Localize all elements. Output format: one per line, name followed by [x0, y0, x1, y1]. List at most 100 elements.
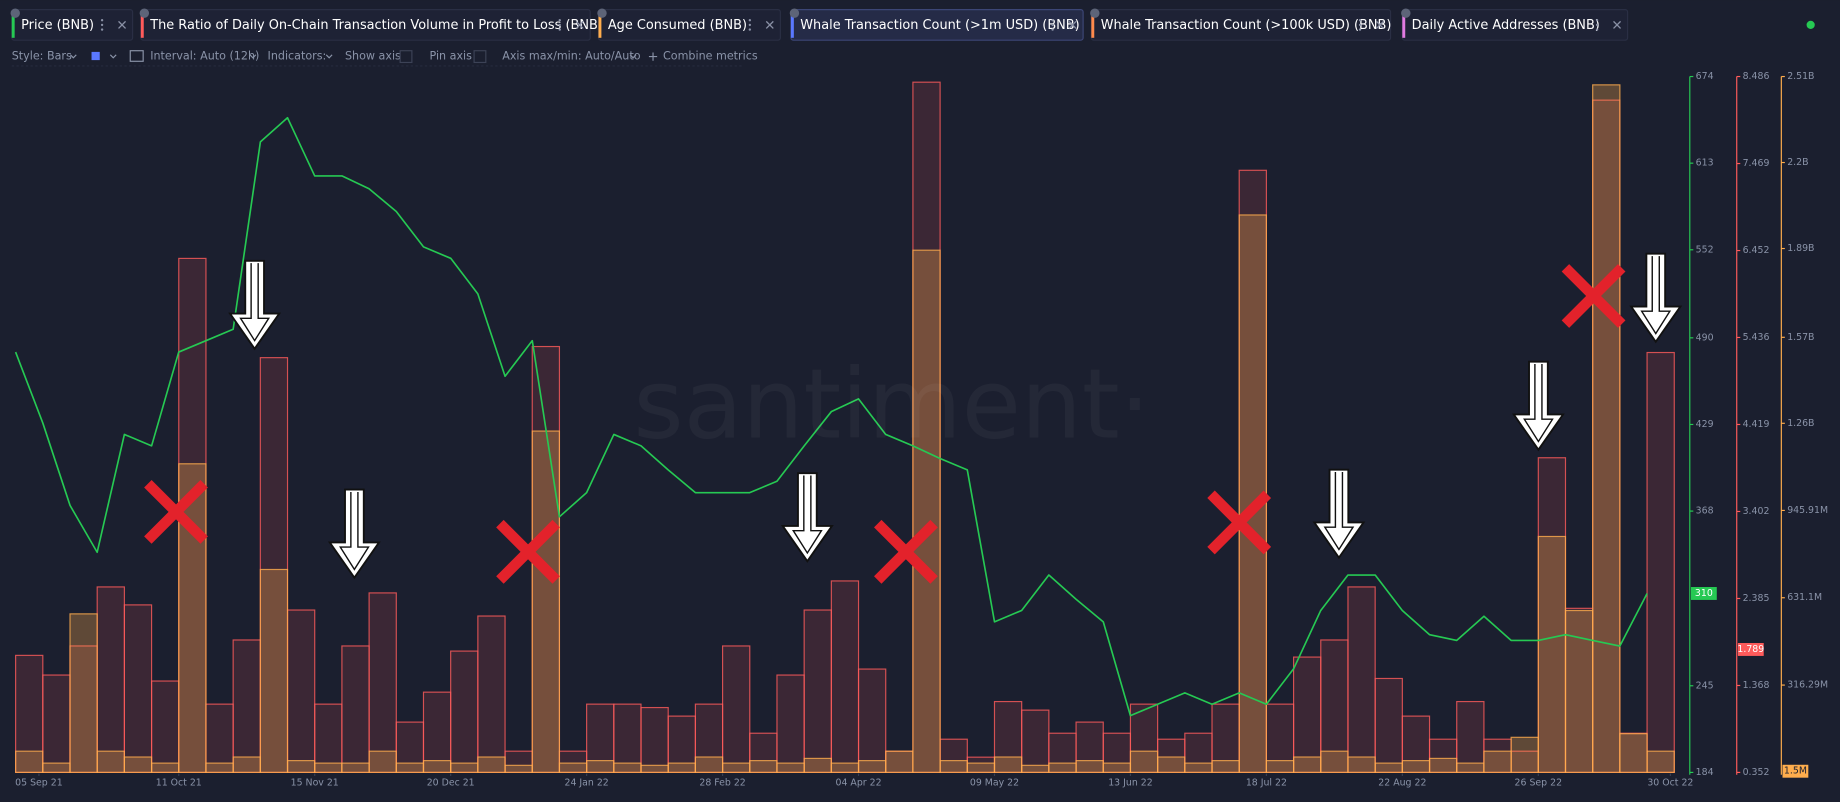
checkbox[interactable] [399, 50, 413, 64]
bar [1211, 760, 1240, 773]
dropdown-chevron [69, 54, 77, 59]
bar [1619, 733, 1648, 773]
bar [1102, 762, 1132, 773]
axis-tick-label: 674 [1696, 71, 1714, 82]
x-tick-label: 04 Apr 22 [836, 777, 882, 788]
bar [42, 762, 71, 773]
arrow-annotation [1629, 252, 1683, 344]
bar [830, 580, 860, 773]
bar [640, 764, 669, 773]
bar [1374, 677, 1403, 773]
bar [586, 760, 615, 773]
toolbar-item[interactable]: Axis max/min: Auto/Auto [502, 50, 640, 63]
bar [640, 706, 669, 773]
axis-tick-label: 7.469 [1743, 158, 1770, 169]
toolbar-item[interactable]: Indicators: [268, 50, 327, 63]
tab-close-icon[interactable] [765, 20, 774, 29]
tab-close-icon[interactable] [1613, 20, 1622, 29]
toolbar-item[interactable]: Style: Bars [12, 50, 72, 63]
tab-menu-dot [558, 19, 561, 22]
tab-close-icon[interactable] [1068, 20, 1077, 29]
plus-icon [648, 52, 658, 61]
tab-lock-icon [597, 8, 607, 18]
bar [912, 249, 941, 773]
tab-label: Age Consumed (BNB) [608, 18, 747, 33]
bar [450, 650, 479, 773]
bar [1184, 762, 1213, 773]
bar [1320, 639, 1349, 773]
bar [314, 762, 343, 773]
bar [1293, 756, 1322, 773]
bar [1619, 732, 1648, 773]
current-value-badge [1737, 643, 1764, 656]
bar [1075, 760, 1104, 773]
axis-tick-label: 1.368 [1743, 680, 1770, 691]
bar [1646, 750, 1675, 773]
axis-tick-label: 8.486 [1743, 71, 1770, 82]
bar [1048, 732, 1077, 773]
axis-tick-label: 1.57B [1787, 332, 1814, 343]
axis-tick-label: 4.419 [1743, 419, 1770, 430]
axis-tick-label: 316.29M [1787, 680, 1828, 691]
bar [205, 703, 234, 773]
bar [558, 762, 588, 773]
bar [1157, 756, 1186, 773]
toolbar-item[interactable]: Show axis [345, 50, 401, 63]
axis-tick-label: 490 [1696, 332, 1714, 343]
x-tick-label: 20 Dec 21 [427, 777, 475, 788]
toolbar-item[interactable]: Interval: Auto (12h) [150, 50, 259, 63]
axis-tick-label: 631.1M [1787, 592, 1822, 603]
toolbar-item[interactable]: Combine metrics [663, 50, 758, 63]
axis-tick-label: 552 [1696, 244, 1714, 255]
bar [1401, 715, 1431, 773]
arrow-annotation [1312, 468, 1366, 560]
bar [341, 645, 370, 773]
bar [15, 750, 44, 773]
status-dot [1806, 20, 1815, 30]
bar [613, 703, 642, 773]
axis-tick-label: 5.436 [1743, 332, 1770, 343]
tab-menu-dot [1595, 28, 1599, 31]
tab-menu-dot [1358, 23, 1362, 27]
toolbar-item[interactable]: Pin axis [429, 50, 472, 63]
tab-close-icon[interactable] [1376, 20, 1384, 29]
dropdown-chevron [249, 54, 257, 59]
watermark: santiment· [633, 348, 1150, 460]
bar [1456, 700, 1485, 773]
tab-close-icon[interactable] [118, 20, 127, 29]
tab-close-icon[interactable] [575, 20, 584, 29]
bar [1021, 709, 1050, 773]
bar [123, 756, 153, 773]
tab-lock-icon [789, 8, 800, 18]
bar [885, 750, 914, 773]
tab-label: Daily Active Addresses (BNB) [1412, 18, 1600, 33]
tab-menu-dot [1051, 28, 1054, 31]
x-tick-label: 30 Oct 22 [1647, 777, 1693, 788]
tab-color-bar [11, 11, 15, 38]
bar [966, 762, 996, 773]
price-line [14, 116, 1648, 717]
checkbox[interactable] [473, 50, 487, 64]
bar [1428, 738, 1458, 773]
bar [857, 760, 887, 773]
tab-color-bar [140, 11, 144, 38]
tab-menu-dot [1595, 23, 1599, 27]
bar [422, 691, 452, 773]
tab-menu-dot [748, 19, 752, 22]
cross-mark [144, 479, 208, 544]
tab-color-bar [790, 11, 794, 38]
bar [993, 756, 1023, 773]
bar [1293, 656, 1322, 773]
tab-lock-icon [1090, 8, 1100, 18]
bar [259, 568, 289, 773]
axis-tick-label: 613 [1696, 158, 1714, 169]
bar [776, 762, 805, 773]
metric-tab[interactable] [597, 9, 781, 41]
bar [694, 756, 724, 773]
color-swatch[interactable] [91, 51, 100, 61]
tab-menu-dot [748, 28, 752, 31]
bar [1483, 750, 1512, 773]
tab-color-bar [598, 11, 602, 38]
